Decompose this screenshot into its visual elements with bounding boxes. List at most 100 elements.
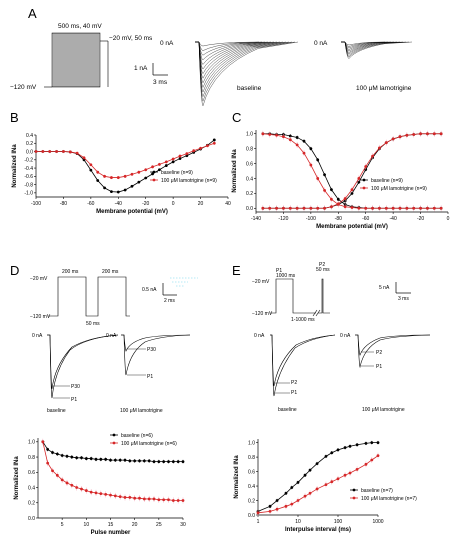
legend-label: 100 μM lamotrigine (n=9) [161,178,217,184]
x-tick-label: 40 [225,201,231,207]
d-base-caption: baseline [47,408,66,414]
y-tick-label: 0.0 [28,516,35,522]
data-point-baseline [138,459,141,463]
d-protocol-hold-label: −120 mV [30,314,51,320]
a-protocol-top-label: 500 ms, 40 mV [58,23,102,30]
data-point-lamotrigine [303,494,307,498]
a-protocol-hold-label: −120 mV [10,84,37,91]
data-point-lamotrigine [151,165,154,169]
data-point-lamotrigine [48,150,52,153]
d-scale-bar [162,283,177,296]
x-tick-label: -100 [306,216,316,222]
data-point-lamotrigine [284,504,288,508]
data-point-baseline [96,179,100,182]
data-point-lamotrigine-activation [268,206,272,210]
d-protocol-step2-label: 200 ms [102,269,119,275]
data-point-baseline [110,190,113,194]
data-point-lamotrigine [192,149,196,153]
data-point-lamotrigine [80,487,83,491]
data-point-lamotrigine [70,483,74,487]
data-point-lamotrigine [308,491,312,495]
data-point-baseline [176,460,180,464]
e-protocol-waveform [270,278,330,317]
data-point-baseline [103,186,106,190]
data-point-lamotrigine [348,471,352,475]
data-point-lamotrigine [282,135,285,139]
d-base-p1-label: P1 [71,397,77,403]
data-point-lamotrigine-activation [364,165,368,168]
chart-c-inactivation-curve: -140 -120 -100 -80 -60 -40 -20 0 0.0 0.2 0.4 0.6 0.8… [232,130,450,230]
legend-label: 100 μM lamotrigine (n=6) [121,441,177,447]
data-point-baseline [288,134,292,138]
series-line-baseline-activation [262,133,442,209]
data-point-baseline [162,460,166,464]
data-point-lamotrigine [405,206,409,210]
data-point-lamotrigine [55,473,59,477]
y-tick-label: 0.8 [246,146,253,152]
d-protocol-waveform [48,276,130,317]
data-point-baseline [315,462,319,466]
data-point-lamotrigine [137,170,141,174]
data-point-baseline [164,164,168,167]
data-point-lamotrigine [178,154,182,158]
data-point-baseline [82,158,86,162]
d-drug-caption: 100 μM lamotrigine [120,408,163,414]
x-tick-label: 20 [198,201,204,207]
e-base-zero-label: 0 nA [254,333,265,339]
data-point-lamotrigine [181,499,185,502]
data-point-baseline [80,456,83,460]
data-point-lamotrigine [206,144,209,148]
data-point-lamotrigine-activation [391,137,395,141]
y-tick-label: 0.4 [28,485,35,491]
d-protocol-step1-label: 200 ms [62,269,79,275]
x-tick-label: -40 [115,201,122,207]
e-scale-y-label: 5 nA [379,285,390,291]
data-point-lamotrigine [275,507,279,511]
data-point-baseline [178,157,182,160]
data-point-lamotrigine [323,188,326,192]
data-point-baseline [152,460,156,464]
data-point-lamotrigine [378,206,381,210]
data-point-lamotrigine [350,206,354,209]
data-point-baseline [147,459,151,463]
data-point-lamotrigine [82,156,86,160]
data-point-baseline [316,158,320,162]
a-baseline-caption: baseline [237,85,262,92]
data-point-lamotrigine [212,141,216,145]
data-point-lamotrigine [94,491,98,495]
data-point-lamotrigine [302,151,306,155]
legend-marker [152,178,156,182]
data-point-lamotrigine [199,146,202,150]
d-drug-p30-label: P30 [147,347,156,353]
y-tick-label: 0.0 [248,513,255,519]
data-point-lamotrigine-activation [398,135,402,139]
legend-marker [112,433,116,437]
data-point-lamotrigine [370,458,374,462]
data-point-lamotrigine [55,150,58,153]
data-point-baseline-activation [350,191,354,195]
e-protocol-p1-duration: 1000 ms [276,273,296,279]
series-line-baseline [262,133,442,209]
x-tick-label: 10 [295,519,301,525]
data-point-lamotrigine [41,150,45,153]
data-point-baseline [109,458,112,462]
data-point-lamotrigine-activation [288,206,292,210]
d-cyan-dashes [170,277,198,287]
data-point-lamotrigine-activation [309,206,313,210]
data-point-lamotrigine-activation [426,132,429,136]
data-point-lamotrigine [384,206,388,210]
data-point-lamotrigine-activation [323,206,326,210]
data-point-lamotrigine [123,496,127,499]
panel-letter-d: D [10,263,19,278]
data-point-lamotrigine [268,133,272,136]
data-point-lamotrigine [295,143,299,147]
x-tick-label: -40 [390,216,397,222]
y-tick-label: -0.8 [24,182,33,188]
data-point-lamotrigine [144,168,148,172]
data-point-lamotrigine [118,495,122,499]
data-point-lamotrigine [147,497,151,501]
data-point-baseline [142,459,146,463]
data-point-baseline [336,448,340,452]
data-point-baseline [336,197,340,201]
data-point-lamotrigine [152,497,156,501]
